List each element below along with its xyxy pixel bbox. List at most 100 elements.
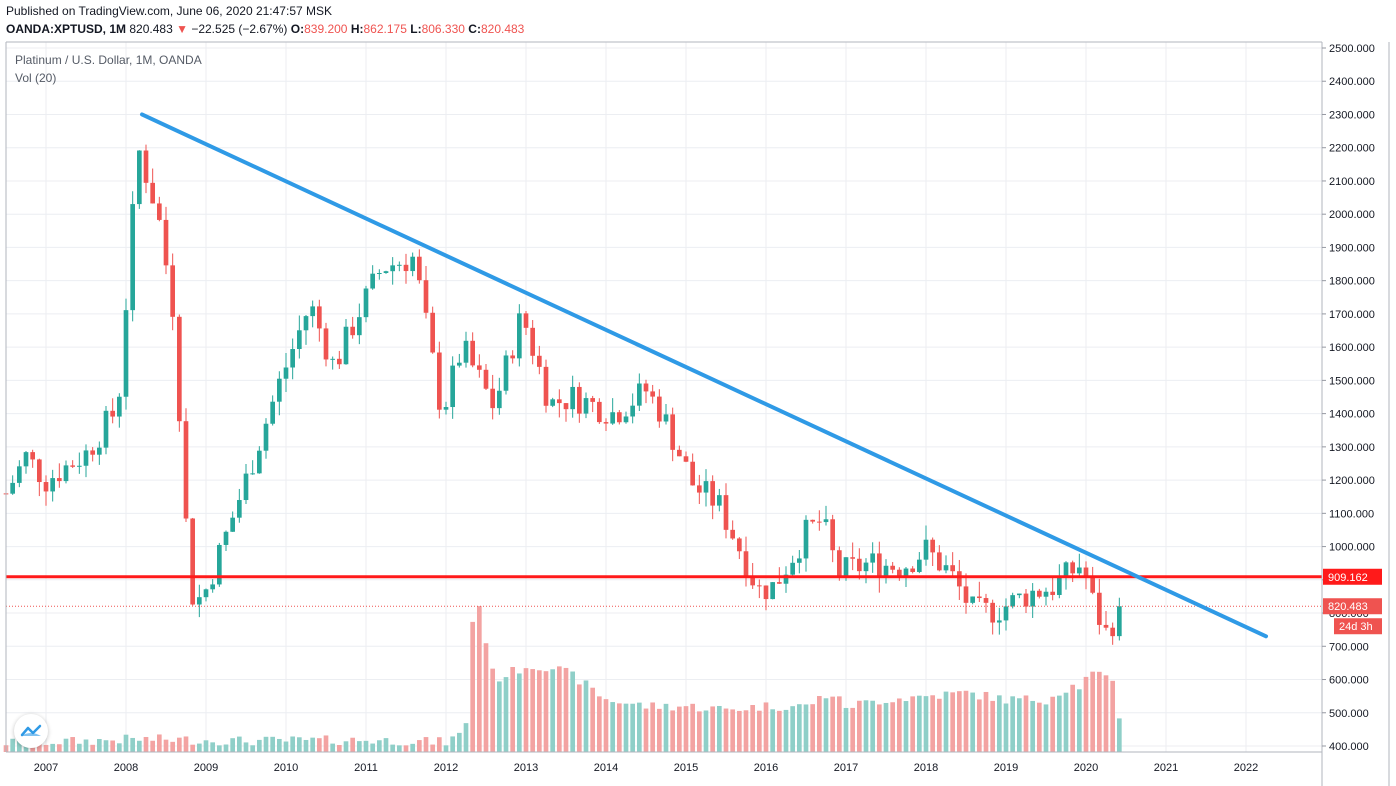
candle-body bbox=[1030, 590, 1035, 607]
y-tick-label: 1900.000 bbox=[1329, 242, 1375, 254]
y-tick-label: 2200.000 bbox=[1329, 143, 1375, 155]
volume-bar bbox=[157, 734, 162, 752]
symbol-label: OANDA:XPTUSD, 1M bbox=[6, 22, 127, 36]
volume-bar bbox=[483, 643, 489, 752]
countdown-label: 24d 3h bbox=[1339, 621, 1373, 633]
tradingview-logo-icon[interactable] bbox=[14, 714, 48, 748]
close-label: C: bbox=[468, 22, 481, 36]
volume-bar bbox=[637, 702, 642, 752]
candle-body bbox=[563, 403, 569, 410]
y-tick-label: 1100.000 bbox=[1329, 508, 1374, 520]
candle-body bbox=[457, 362, 462, 366]
volume-bar bbox=[937, 698, 942, 752]
x-tick-label: 2010 bbox=[274, 762, 298, 774]
y-tick-label: 2400.000 bbox=[1329, 76, 1375, 88]
candle-body bbox=[837, 550, 842, 577]
volume-bar bbox=[810, 704, 815, 752]
candle-body bbox=[550, 399, 555, 406]
candle-body bbox=[310, 306, 315, 317]
x-tick-label: 2009 bbox=[194, 762, 218, 774]
volume-bar bbox=[963, 690, 969, 752]
x-tick-label: 2013 bbox=[514, 762, 538, 774]
volume-bar bbox=[337, 745, 342, 752]
candle-body bbox=[943, 565, 949, 571]
volume-bar bbox=[110, 740, 115, 752]
candle-body bbox=[283, 367, 289, 379]
volume-bar bbox=[1103, 675, 1109, 752]
volume-bar bbox=[143, 736, 149, 752]
volume-bar bbox=[950, 692, 955, 752]
volume-bar bbox=[643, 708, 649, 752]
candle-body bbox=[857, 558, 862, 572]
candle-body bbox=[663, 414, 669, 422]
ohlc-line: OANDA:XPTUSD, 1M 820.483 ▼ −22.525 (−2.6… bbox=[6, 22, 524, 36]
candle-body bbox=[210, 584, 215, 590]
candle-body bbox=[477, 365, 482, 370]
candle-body bbox=[970, 596, 975, 603]
candle-body bbox=[1117, 606, 1122, 637]
candle-body bbox=[850, 557, 855, 559]
volume-bar bbox=[117, 743, 122, 752]
high-value: 862.175 bbox=[363, 22, 407, 36]
candle-body bbox=[730, 529, 735, 539]
candle-body bbox=[263, 423, 269, 451]
volume-bar bbox=[477, 606, 482, 752]
candle-body bbox=[557, 399, 562, 404]
candle-body bbox=[177, 316, 182, 422]
volume-bar bbox=[997, 695, 1002, 752]
volume-bar bbox=[350, 737, 355, 752]
volume-bar bbox=[830, 696, 835, 752]
candle-body bbox=[10, 482, 15, 494]
candle-body bbox=[597, 401, 602, 423]
volume-bar bbox=[1097, 671, 1102, 752]
candle-body bbox=[657, 396, 662, 422]
candle-body bbox=[530, 327, 535, 356]
volume-bar bbox=[317, 738, 322, 752]
candle-body bbox=[77, 465, 82, 467]
candle-body bbox=[1043, 591, 1049, 597]
volume-bar bbox=[277, 738, 282, 752]
x-tick-label: 2021 bbox=[1154, 762, 1178, 774]
x-tick-label: 2017 bbox=[834, 762, 858, 774]
candle-body bbox=[623, 416, 629, 423]
x-tick-label: 2007 bbox=[34, 762, 58, 774]
candle-body bbox=[890, 565, 895, 570]
candle-body bbox=[383, 271, 389, 273]
volume-bar bbox=[677, 706, 682, 752]
candle-body bbox=[37, 459, 42, 483]
candle-body bbox=[137, 150, 142, 205]
candle-body bbox=[743, 551, 749, 578]
candle-body bbox=[777, 582, 782, 584]
volume-bar bbox=[630, 703, 635, 752]
time-axis: 2007 2008 2009 2010 2011 2012 2013 2014 2015 2016… bbox=[34, 762, 1258, 774]
candle-body bbox=[150, 182, 155, 204]
volume-bar bbox=[737, 710, 742, 752]
chart-header: Published on TradingView.com, June 06, 2… bbox=[0, 0, 1396, 42]
x-tick-label: 2012 bbox=[434, 762, 458, 774]
candle-body bbox=[237, 500, 242, 518]
candle-body bbox=[737, 538, 742, 552]
drawing-lines bbox=[6, 112, 1322, 639]
candle-body bbox=[223, 531, 229, 545]
candle-body bbox=[963, 586, 969, 603]
volume-bar bbox=[223, 744, 229, 752]
last-price: 820.483 bbox=[129, 22, 173, 36]
volume-bar bbox=[730, 709, 735, 752]
volume-bar bbox=[243, 742, 249, 752]
x-tick-label: 2011 bbox=[354, 762, 378, 774]
volume-bar bbox=[1083, 676, 1089, 752]
volume-bar bbox=[663, 703, 669, 752]
volume-bar bbox=[723, 708, 729, 752]
volume-bar bbox=[197, 743, 202, 752]
candle-body bbox=[357, 317, 362, 336]
volume-bar bbox=[190, 744, 195, 752]
y-tick-label: 1300.000 bbox=[1329, 442, 1375, 454]
candle-body bbox=[450, 365, 455, 408]
candle-body bbox=[590, 398, 595, 402]
candle-body bbox=[523, 313, 529, 328]
candle-body bbox=[517, 313, 522, 359]
volume-bar bbox=[710, 706, 715, 752]
candle-body bbox=[710, 481, 715, 506]
volume-bar bbox=[597, 696, 602, 752]
